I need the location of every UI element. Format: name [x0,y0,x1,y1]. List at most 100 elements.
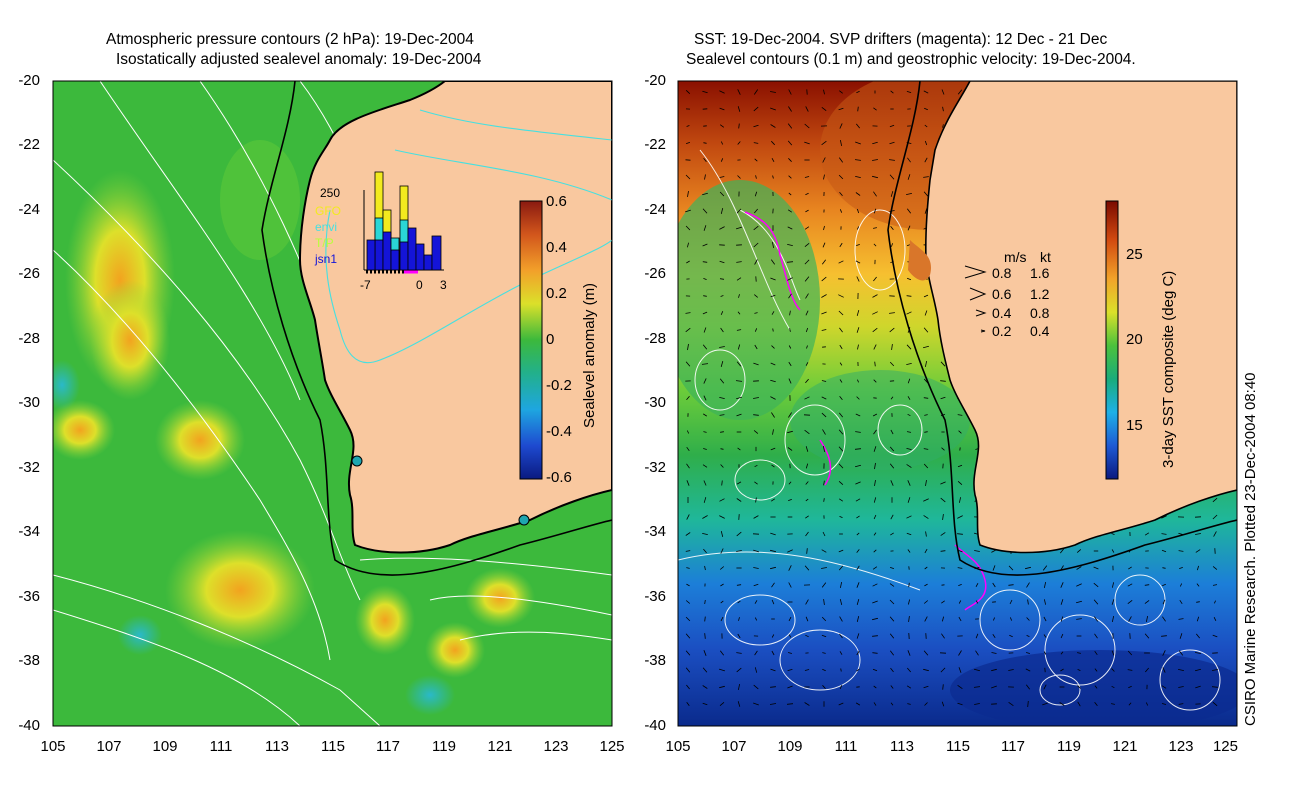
velocity-arrow [924,616,928,622]
y-tick: -38 [18,652,40,669]
velocity-arrow [822,668,826,672]
velocity-arrow [737,447,741,451]
velocity-arrow [719,650,725,656]
velocity-arrow [1111,650,1115,656]
velocity-arrow [1111,685,1115,689]
colorbar-tick: -0.2 [546,377,572,394]
velocity-arrow [719,515,725,519]
velocity-arrow [923,448,929,450]
velocity-arrow [702,702,708,706]
velocity-arrow [855,702,861,706]
velocity-arrow [772,328,774,332]
velocity-arrow [855,176,861,178]
velocity-arrow [924,310,928,316]
velocity-arrow [771,311,775,315]
shark-bay [908,240,931,281]
velocity-arrow [1196,583,1200,587]
velocity-arrow [1179,583,1183,587]
velocity-arrow [1076,549,1082,553]
velocity-arrow [1162,583,1166,587]
velocity-arrow [719,226,725,230]
velocity-arrow [805,106,809,112]
velocity-arrow [1111,599,1115,605]
velocity-arrow [855,498,861,502]
velocity-arrow [821,549,827,553]
velocity-arrow [788,616,792,622]
altimeter-histogram [363,171,444,274]
velocity-arrow [958,584,962,586]
velocity-arrow [754,650,758,656]
velocity-arrow [687,191,689,197]
velocity-arrow [957,567,963,569]
velocity-arrow [787,652,793,654]
velocity-arrow [891,243,893,247]
velocity-arrow [874,361,876,367]
x-tick: 115 [946,738,970,755]
velocity-arrow [942,684,944,690]
velocity-arrow [941,633,945,639]
y-tick: -26 [18,265,40,282]
velocity-arrow [924,702,928,706]
velocity-arrow [1195,633,1201,639]
velocity-arrow [991,668,997,672]
velocity-arrow [873,429,877,435]
velocity-arrow [719,414,725,416]
velocity-arrow [889,567,895,569]
velocity-arrow [1195,652,1201,654]
velocity-arrow [1075,600,1083,604]
velocity-arrow [1212,497,1218,503]
velocity-arrow [685,667,691,673]
velocity-arrow [720,295,724,297]
velocity-arrow [755,497,757,503]
velocity-arrow [720,360,724,368]
velocity-arrow [736,329,742,331]
velocity-arrow [889,312,895,314]
velocity-arrow [703,650,707,656]
velocity-arrow [906,685,912,689]
y-tick: -24 [18,201,40,218]
velocity-arrow [719,566,725,570]
velocity-arrow [788,293,792,299]
velocity-arrow [1059,702,1065,706]
anomaly-blob [465,568,535,628]
x-tick: 119 [432,738,456,755]
velocity-arrow [940,481,946,485]
velocity-arrow [923,90,929,94]
velocity-arrow [804,565,810,571]
velocity-arrow [1008,565,1014,571]
velocity-arrow [890,429,894,435]
velocity-arrow [805,446,809,452]
velocity-arrow [720,448,724,450]
velocity-arrow [788,361,792,367]
x-tick: 109 [777,738,803,755]
velocity-arrow [975,583,979,587]
velocity-arrow [959,497,961,503]
velocity-arrow [873,208,877,214]
velocity-arrow [889,616,895,622]
velocity-arrow [753,89,759,95]
velocity-arrow [1093,599,1099,605]
velocity-arrow [804,259,810,265]
velocity-arrow [805,634,809,638]
velocity-arrow [1042,565,1048,571]
velocity-arrow [872,141,878,145]
y-tick: -34 [18,523,40,540]
velocity-arrow [906,311,912,315]
y-tick: -38 [644,652,666,669]
velocity-arrow [805,362,809,366]
velocity-arrow [854,448,862,450]
velocity-arrow [906,344,912,350]
velocity-arrow [908,582,910,588]
velocity-arrow [975,633,979,639]
velocity-arrow [839,395,843,401]
velocity-arrow [924,107,928,111]
velocity-arrow [821,294,827,298]
velocity-arrow [906,448,912,450]
velocity-arrow [872,600,878,604]
velocity-arrow [788,378,792,384]
velocity-arrow [1127,669,1133,671]
velocity-arrow [839,344,843,350]
x-tick: 111 [209,738,233,755]
velocity-arrow [1212,514,1218,520]
